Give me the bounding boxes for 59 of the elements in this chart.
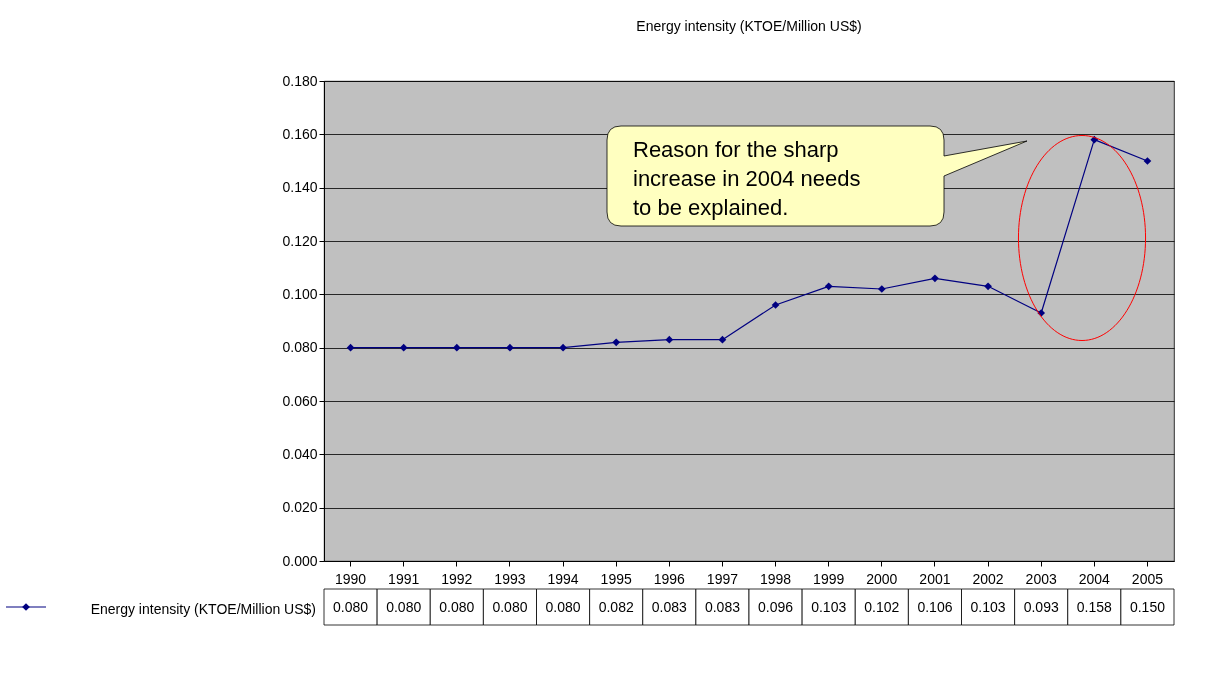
text: 0.102	[864, 599, 900, 615]
x-tick-label: 1990	[334, 570, 367, 587]
text: 0.150	[1129, 599, 1165, 615]
text: 0.080	[386, 599, 422, 615]
chart-title: Energy intensity (KTOE/Million US$)	[636, 18, 862, 34]
point	[877, 285, 886, 293]
text: 0.158	[1076, 599, 1112, 615]
text: 0.083	[704, 599, 740, 615]
y-tick-label: 0.060	[282, 392, 318, 409]
point	[506, 343, 514, 352]
y-tick-label: 0.020	[282, 499, 318, 516]
x-tick-label: 2000	[866, 570, 898, 587]
text: 0.083	[651, 599, 687, 615]
text: 0.080	[333, 599, 369, 615]
x-tick-label: 1998	[759, 570, 792, 587]
point	[824, 282, 833, 291]
text: 0.093	[1023, 599, 1059, 615]
point	[984, 282, 992, 291]
text: Energy intensity (KTOE/Million US$)	[90, 601, 316, 617]
y-tick-label: 0.120	[282, 232, 318, 249]
x-tick-label: 2003	[1025, 570, 1057, 587]
y-tick-label: 0.080	[282, 339, 318, 356]
text: 0.106	[917, 599, 953, 615]
y-tick-label: 0.180	[282, 72, 318, 89]
point	[346, 343, 355, 352]
x-tick-label: 2002	[972, 570, 1004, 587]
text: 0.096	[758, 599, 794, 615]
x-tick-label: 1999	[813, 570, 845, 587]
x-tick-label: 1997	[706, 570, 739, 587]
point	[718, 335, 727, 344]
x-tick-label: 1993	[494, 570, 526, 587]
text: 0.080	[492, 599, 528, 615]
text: 0.082	[598, 599, 634, 615]
point	[931, 274, 939, 283]
point	[612, 338, 621, 347]
point	[559, 343, 567, 352]
point	[452, 343, 461, 352]
text: 0.103	[970, 599, 1006, 615]
point	[1143, 157, 1152, 165]
y-tick-label: 0.160	[282, 125, 318, 142]
point	[399, 343, 408, 352]
x-tick-label: 1991	[388, 570, 420, 587]
x-tick-label: 2001	[919, 570, 951, 587]
y-tick-label: 0.000	[282, 552, 318, 569]
x-tick-label: 1992	[441, 570, 473, 587]
text: 0.103	[811, 599, 847, 615]
text: 0.080	[545, 599, 581, 615]
annotation: Reason for the sharp increase in 2004 needs to be explained.	[633, 137, 861, 220]
x-tick-label: 2005	[1131, 570, 1164, 587]
x-tick-label: 1996	[653, 570, 686, 587]
point	[665, 335, 674, 344]
x-tick-label: 1994	[547, 570, 579, 587]
x-tick-label: 2004	[1078, 570, 1111, 587]
y-tick-label: 0.100	[282, 285, 318, 302]
point	[771, 301, 780, 309]
y-tick-label: 0.040	[282, 445, 318, 462]
y-tick-label: 0.140	[282, 179, 318, 196]
x-tick-label: 1995	[600, 570, 632, 587]
text: 0.080	[439, 599, 475, 615]
